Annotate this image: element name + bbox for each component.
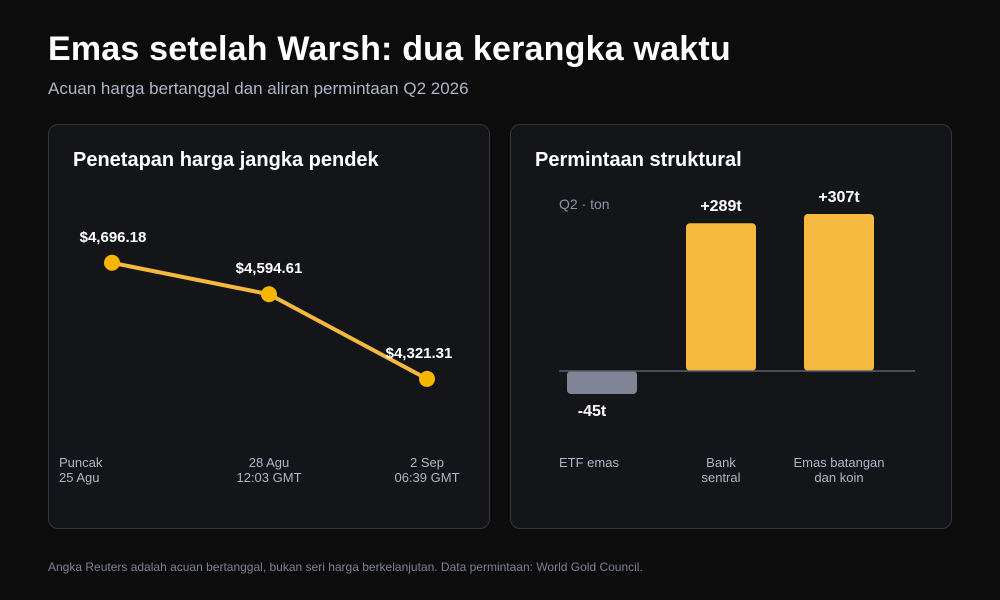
demand-data-label: -45t [578,403,607,420]
price-panel-title: Penetapan harga jangka pendek [73,149,379,171]
demand-bar [804,214,874,371]
price-series-line [110,260,429,381]
price-panel: Penetapan harga jangka pendek $4,696.18 $… [48,124,490,529]
unit-label: Q2 · ton [559,196,610,212]
demand-panel: Permintaan struktural Q2 · ton -45t +289t +… [510,124,952,529]
demand-data-label: +289t [700,198,742,215]
footnote: Angka Reuters adalah acuan bertanggal, b… [48,560,643,574]
price-point [104,254,120,271]
demand-panel-title: Permintaan struktural [535,149,742,171]
demand-bar-chart: Q2 · ton -45t +289t +307t ETF emas Bank sentra… [559,189,915,485]
x-tick-label: Puncak 25 Agu [59,455,103,485]
category-tick-label: Emas batangan dan koin [793,455,884,485]
demand-data-label: +307t [818,189,860,206]
demand-bar [567,371,637,395]
price-line-chart: $4,696.18 $4,594.61 $4,321.31 Puncak 25 Agu 2… [59,229,460,485]
price-point [261,286,277,303]
x-tick-label: 2 Sep 06:39 GMT [394,455,459,485]
price-data-label: $4,594.61 [236,260,303,277]
price-point [419,370,435,387]
category-tick-label: Bank sentral [701,455,740,485]
x-tick-label: 28 Agu 12:03 GMT [236,455,301,485]
chart-title: Emas setelah Warsh: dua kerangka waktu [48,30,731,68]
category-tick-label: ETF emas [559,455,619,470]
demand-bar [686,223,756,371]
price-data-label: $4,696.18 [80,229,147,246]
price-data-label: $4,321.31 [386,345,453,362]
chart-subtitle: Acuan harga bertanggal dan aliran permin… [48,79,469,98]
